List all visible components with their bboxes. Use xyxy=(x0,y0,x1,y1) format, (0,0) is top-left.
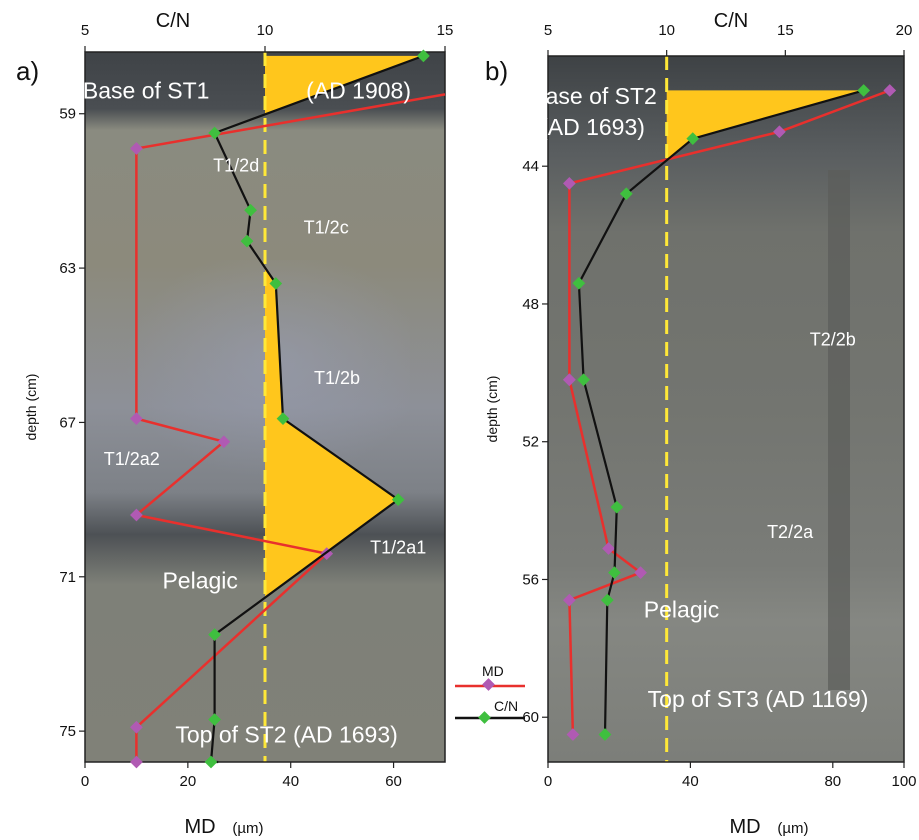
cn-tick-label: 5 xyxy=(81,22,89,39)
layer-annotation: T2/2b xyxy=(810,329,856,349)
cn-point xyxy=(269,277,283,290)
cn-point xyxy=(417,49,430,63)
layer-annotation: Pelagic xyxy=(644,596,719,622)
cn-tick-label: 15 xyxy=(437,22,454,39)
layer-annotation: T1/2b xyxy=(314,368,360,388)
layer-annotation: T1/2d xyxy=(213,156,259,176)
md-tick-label: 20 xyxy=(180,773,197,790)
depth-tick-label: 60 xyxy=(522,709,539,726)
cn-tick-label: 15 xyxy=(777,22,794,39)
cn-point xyxy=(244,203,257,217)
md-point xyxy=(130,142,143,155)
cn-excess-fill-1 xyxy=(265,267,399,598)
md-axis-title: MD xyxy=(729,816,760,838)
depth-tick-label: 71 xyxy=(59,569,76,586)
legend-md-marker xyxy=(482,678,495,691)
md-tick-label: 80 xyxy=(824,773,841,790)
depth-tick-label: 56 xyxy=(522,571,539,588)
depth-axis-title: depth (cm) xyxy=(23,374,39,441)
legend-md-label: MD xyxy=(482,663,504,679)
md-axis-unit: (µm) xyxy=(232,820,263,837)
core-dark-crack-b xyxy=(828,170,850,690)
core-blue-tint-a xyxy=(110,260,410,490)
cn-point xyxy=(276,412,290,425)
md-tick-label: 60 xyxy=(385,773,402,790)
layer-annotation: Base of ST1 xyxy=(83,77,210,103)
panel-label: a) xyxy=(16,56,39,86)
cn-tick-label: 20 xyxy=(896,22,913,39)
layer-annotation: (AD 1693) xyxy=(540,114,645,140)
depth-tick-label: 75 xyxy=(59,723,76,740)
md-line xyxy=(568,89,891,735)
md-point xyxy=(217,435,231,449)
legend: MD C/N xyxy=(455,663,525,724)
layer-annotation: T1/2a1 xyxy=(370,538,426,558)
cn-point xyxy=(208,126,221,140)
plot-frame xyxy=(547,55,905,763)
cn-excess-fill-0 xyxy=(666,90,864,161)
layer-annotation: Top of ST3 (AD 1169) xyxy=(648,686,869,712)
panel-a: 5 10 15 C/N 0 20 40 60 MD (µm) 59 63 67 71 75 depth (cm… xyxy=(16,10,453,838)
md-line xyxy=(133,93,446,762)
layer-annotation: Top of ST2 (AD 1693) xyxy=(175,722,397,748)
depth-axis-title: depth (cm) xyxy=(484,376,500,443)
md-point xyxy=(130,508,143,522)
md-tick-label: 0 xyxy=(81,773,89,790)
core-photo-b xyxy=(548,56,904,762)
layer-annotation: Pelagic xyxy=(162,567,237,593)
cn-point xyxy=(240,234,254,248)
panel-b: 5 10 15 20 C/N 0 40 80 100 MD (µm) 44 48 52 56 60 depth … xyxy=(484,10,917,838)
layer-annotation: Base of ST2 xyxy=(530,83,657,109)
depth-tick-label: 63 xyxy=(59,260,76,277)
depth-tick-label: 48 xyxy=(522,296,539,313)
depth-tick-label: 59 xyxy=(59,106,76,123)
cn-axis-title: C/N xyxy=(714,10,748,32)
legend-cn-label: C/N xyxy=(494,698,518,714)
md-axis-title: MD xyxy=(184,816,215,838)
cn-axis-title: C/N xyxy=(156,10,190,32)
md-axis-unit: (µm) xyxy=(777,820,808,837)
md-tick-label: 100 xyxy=(891,773,916,790)
md-tick-label: 0 xyxy=(544,773,552,790)
depth-tick-label: 52 xyxy=(522,434,539,451)
md-point xyxy=(130,412,143,425)
layer-annotation: T1/2c xyxy=(304,217,349,237)
legend-cn-marker xyxy=(478,711,491,724)
panel-label: b) xyxy=(485,56,508,86)
layer-annotation: T1/2a2 xyxy=(104,449,160,469)
layer-annotation: (AD 1908) xyxy=(306,77,411,103)
cn-point xyxy=(391,493,405,506)
cn-tick-label: 10 xyxy=(257,22,274,39)
cn-tick-label: 5 xyxy=(544,22,552,39)
depth-tick-label: 44 xyxy=(522,158,539,175)
depth-tick-label: 67 xyxy=(59,414,76,431)
layer-annotation: T2/2a xyxy=(767,522,814,542)
md-tick-label: 40 xyxy=(682,773,699,790)
md-tick-label: 40 xyxy=(282,773,299,790)
cn-tick-label: 10 xyxy=(658,22,675,39)
